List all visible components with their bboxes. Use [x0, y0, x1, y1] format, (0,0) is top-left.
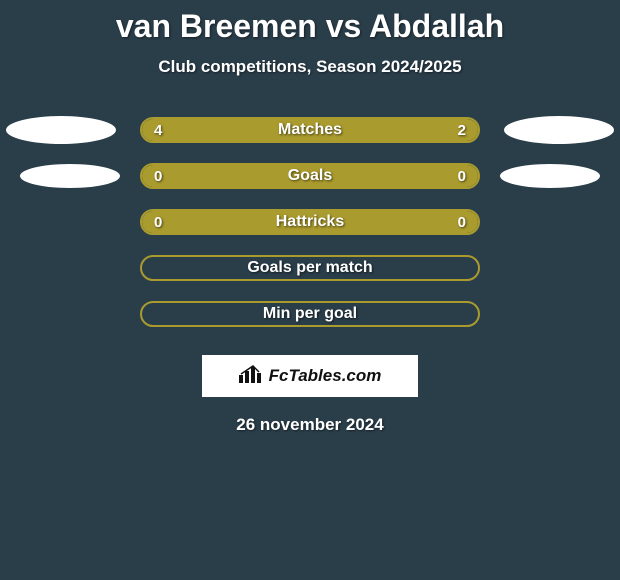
stat-row-goals: 0 Goals 0	[0, 153, 620, 199]
bar-fill-left	[142, 119, 366, 141]
source-badge-text: FcTables.com	[269, 366, 382, 386]
avatar-placeholder-right	[504, 116, 614, 144]
avatar-placeholder-left	[6, 116, 116, 144]
stat-row-matches: 4 Matches 2	[0, 107, 620, 153]
comparison-card: van Breemen vs Abdallah Club competition…	[0, 0, 620, 435]
avatar-placeholder-right	[500, 164, 600, 188]
bar-track: 0 Hattricks 0	[140, 209, 480, 235]
stat-label: Goals per match	[142, 257, 478, 279]
stat-rows: 4 Matches 2 0 Goals 0 0 Hattricks 0	[0, 107, 620, 337]
stat-row-goals-per-match: Goals per match	[0, 245, 620, 291]
bar-track: Goals per match	[140, 255, 480, 281]
bar-fill-full	[142, 211, 478, 233]
avatar-placeholder-left	[20, 164, 120, 188]
bar-track: 4 Matches 2	[140, 117, 480, 143]
subtitle: Club competitions, Season 2024/2025	[0, 57, 620, 77]
stat-row-min-per-goal: Min per goal	[0, 291, 620, 337]
stat-row-hattricks: 0 Hattricks 0	[0, 199, 620, 245]
bar-fill-full	[142, 165, 478, 187]
bars-icon	[239, 365, 263, 388]
page-title: van Breemen vs Abdallah	[0, 8, 620, 45]
stat-label: Min per goal	[142, 303, 478, 325]
date-label: 26 november 2024	[0, 415, 620, 435]
source-badge-wrap: FcTables.com	[0, 355, 620, 397]
source-badge[interactable]: FcTables.com	[202, 355, 418, 397]
bar-track: Min per goal	[140, 301, 480, 327]
bar-track: 0 Goals 0	[140, 163, 480, 189]
bar-fill-right	[366, 119, 478, 141]
